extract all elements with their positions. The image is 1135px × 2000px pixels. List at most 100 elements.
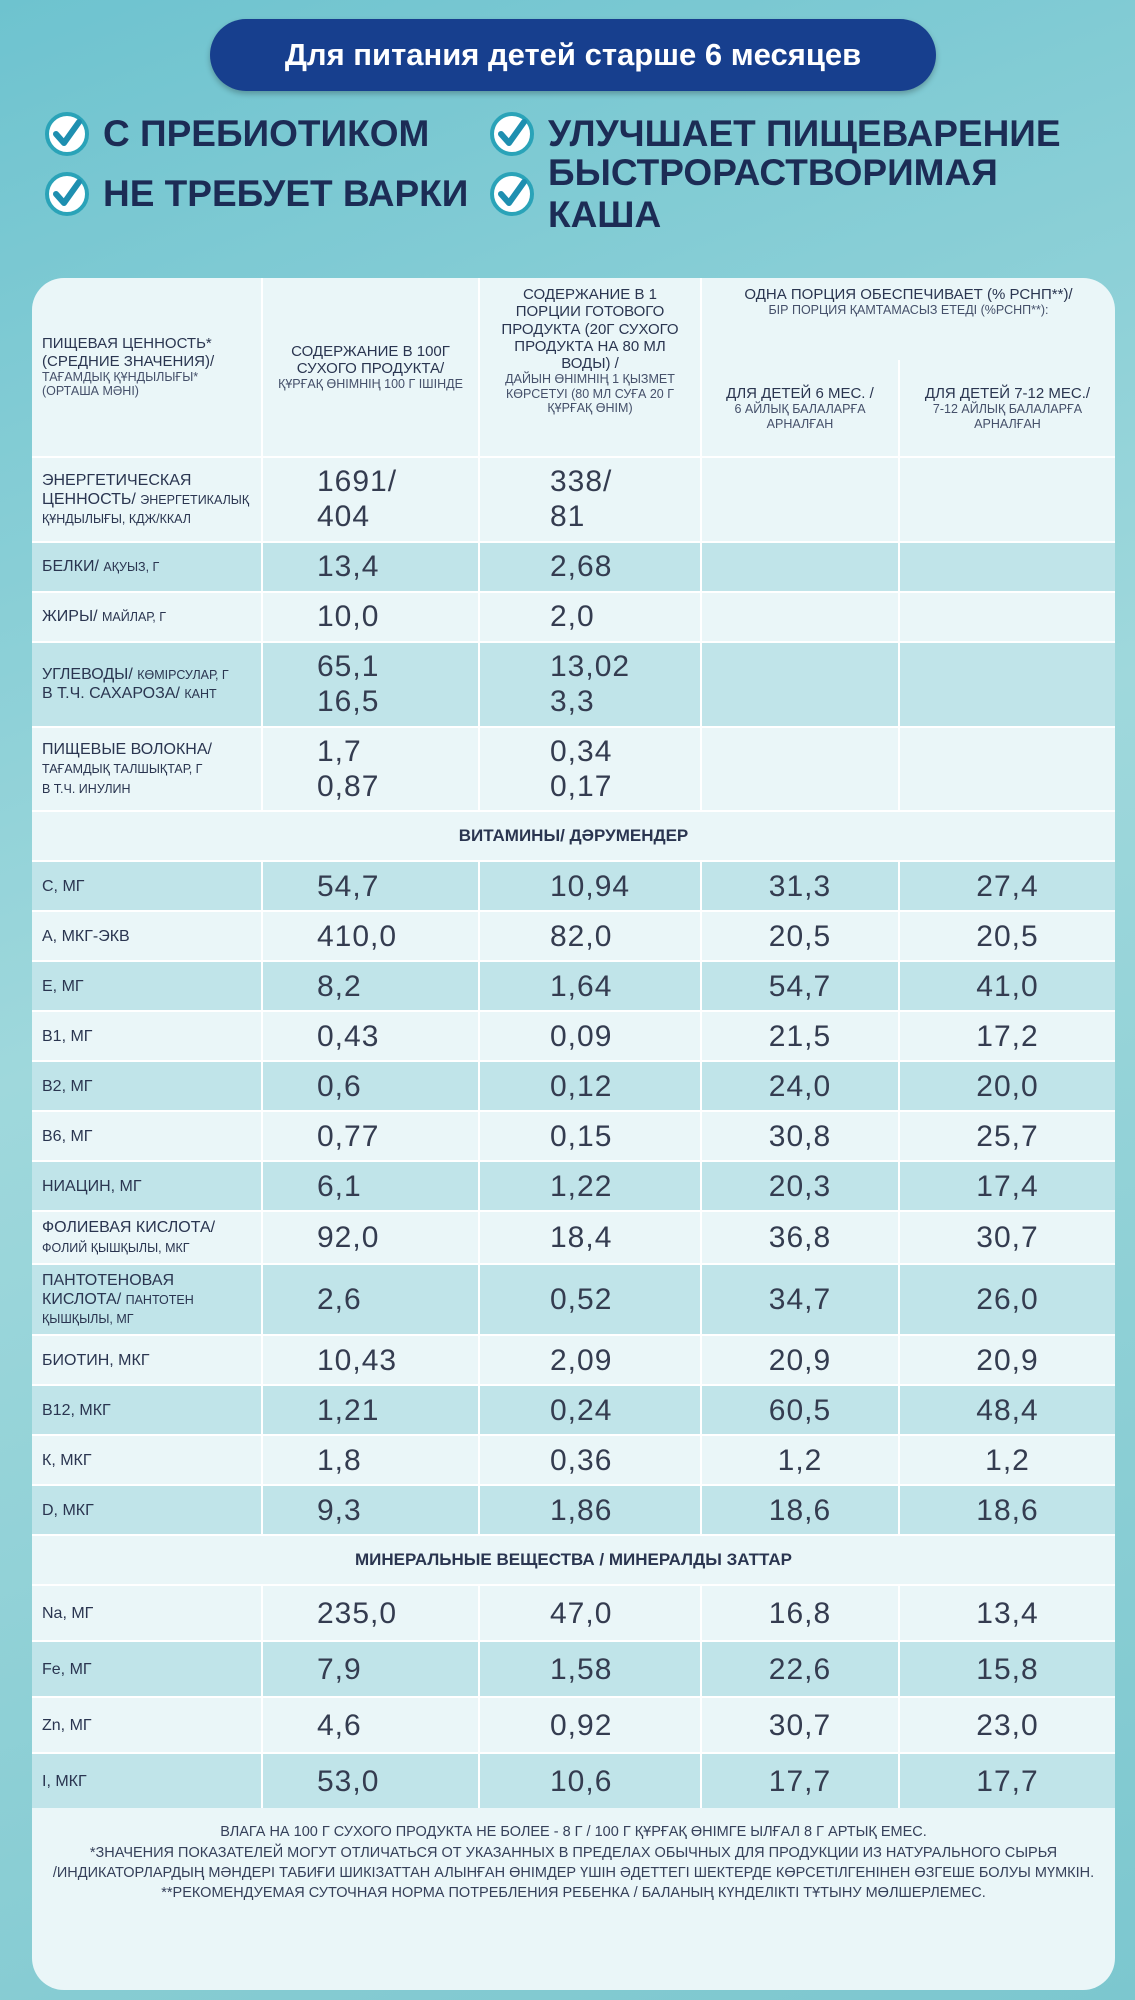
value: 8,2 bbox=[317, 969, 362, 1003]
value: 0,43 bbox=[317, 1019, 380, 1053]
label-cell: А, МКГ-ЭКВ bbox=[32, 912, 261, 960]
table-row: В12, МКГ 1,21 0,24 60,5 48,4 bbox=[32, 1384, 1115, 1435]
label-cell: I, МКГ bbox=[32, 1754, 261, 1808]
value-cell: 48,4 bbox=[898, 1386, 1115, 1435]
label-ru: В2, МГ bbox=[42, 1077, 93, 1095]
value-cell: 2,0 bbox=[478, 592, 700, 641]
value: 6,1 bbox=[317, 1169, 362, 1203]
value: 10,6 bbox=[550, 1764, 613, 1798]
header-title-kz: 7-12 АЙЛЫҚ БАЛАЛАРҒА АРНАЛҒАН bbox=[932, 402, 1083, 431]
value-cell: 1691/ 404 bbox=[261, 458, 478, 541]
value: 0,92 bbox=[550, 1708, 613, 1742]
row-label: ПИЩЕВЫЕ ВОЛОКНА/ ТАҒАМДЫҚ ТАЛШЫҚТАР, Г bbox=[42, 740, 251, 778]
value: 2,0 bbox=[550, 600, 595, 634]
footnote: **РЕКОМЕНДУЕМАЯ СУТОЧНАЯ НОРМА ПОТРЕБЛЕН… bbox=[161, 1885, 986, 1902]
value: 53,0 bbox=[317, 1764, 380, 1798]
value: 0,12 bbox=[550, 1069, 613, 1103]
value-cell bbox=[898, 727, 1115, 811]
row-label: В12, МКГ bbox=[42, 1401, 251, 1420]
label-cell: БЕЛКИ/ АҚУЫЗ, Г bbox=[32, 543, 261, 591]
value-cell: 1,2 bbox=[898, 1436, 1115, 1485]
value-cell: 41,0 bbox=[898, 962, 1115, 1011]
col-header: ДЛЯ ДЕТЕЙ 7-12 МЕС./7-12 АЙЛЫҚ БАЛАЛАРҒА… bbox=[898, 360, 1115, 456]
value-cell: 16,8 bbox=[700, 1586, 898, 1641]
row-label: УГЛЕВОДЫ/ КӨМІРСУЛАР, Г bbox=[42, 665, 251, 684]
label-cell: ПИЩЕВЫЕ ВОЛОКНА/ ТАҒАМДЫҚ ТАЛШЫҚТАР, Г В… bbox=[32, 728, 261, 811]
value-cell: 53,0 bbox=[261, 1754, 478, 1809]
value: 22,6 bbox=[768, 1652, 832, 1686]
row-label: ЭНЕРГЕТИЧЕСКАЯ ЦЕННОСТЬ/ ЭНЕРГЕТИКАЛЫҚ Қ… bbox=[42, 471, 251, 529]
label-cell: ЖИРЫ/ МАЙЛАР, Г bbox=[32, 593, 261, 641]
value-cell: 10,0 bbox=[261, 592, 478, 641]
value-cell: 1,7 0,87 bbox=[261, 727, 478, 811]
footnotes: ВЛАГА НА 100 Г СУХОГО ПРОДУКТА НЕ БОЛЕЕ … bbox=[32, 1808, 1115, 1903]
label-ru: А, МКГ-ЭКВ bbox=[42, 927, 130, 945]
value-cell: 1,8 bbox=[261, 1436, 478, 1485]
value-cell: 20,9 bbox=[898, 1336, 1115, 1385]
feature: С ПРЕБИОТИКОМ bbox=[45, 108, 490, 160]
value-cell: 18,6 bbox=[700, 1486, 898, 1535]
value: 27,4 bbox=[976, 869, 1039, 903]
check-icon bbox=[45, 172, 89, 216]
value: 36,8 bbox=[768, 1220, 832, 1254]
value: 0,36 bbox=[550, 1443, 613, 1477]
value-cell: 10,94 bbox=[478, 862, 700, 911]
value: 20,3 bbox=[768, 1169, 832, 1203]
value-cell: 1,86 bbox=[478, 1486, 700, 1535]
value: 0,24 bbox=[550, 1393, 613, 1427]
value: 48,4 bbox=[976, 1393, 1039, 1427]
value: 54,7 bbox=[317, 869, 380, 903]
label-cell: Zn, МГ bbox=[32, 1698, 261, 1752]
value-cell: 0,52 bbox=[478, 1264, 700, 1335]
value: 17,7 bbox=[976, 1764, 1039, 1798]
label-ru: УГЛЕВОДЫ/ bbox=[42, 665, 133, 683]
value-cell: 17,7 bbox=[898, 1754, 1115, 1809]
label-kz: АҚУЫЗ, Г bbox=[103, 560, 160, 575]
value-cell: 13,4 bbox=[261, 542, 478, 591]
value-cell: 25,7 bbox=[898, 1112, 1115, 1161]
table-row: К, МКГ 1,8 0,36 1,2 1,2 bbox=[32, 1434, 1115, 1485]
value-cell: 2,6 bbox=[261, 1264, 478, 1335]
label-cell: Е, МГ bbox=[32, 962, 261, 1010]
label-cell: С, МГ bbox=[32, 862, 261, 910]
value-cell bbox=[898, 458, 1115, 541]
label-kz: МАЙЛАР, Г bbox=[102, 610, 166, 625]
value-cell: 15,8 bbox=[898, 1642, 1115, 1697]
row-label: В1, МГ bbox=[42, 1027, 251, 1046]
value: 13,4 bbox=[976, 1596, 1039, 1630]
header-title: СОДЕРЖАНИЕ В 100Г СУХОГО ПРОДУКТА/ bbox=[291, 342, 450, 377]
value-cell: 0,15 bbox=[478, 1112, 700, 1161]
value-cell: 21,5 bbox=[700, 1012, 898, 1061]
label-ru: С, МГ bbox=[42, 877, 85, 895]
label-ru: ПАНТОТЕНОВАЯ КИСЛОТА/ bbox=[42, 1271, 175, 1308]
value: 1,22 bbox=[550, 1169, 613, 1203]
row-label: В2, МГ bbox=[42, 1077, 251, 1096]
label-cell: Na, МГ bbox=[32, 1586, 261, 1640]
value-cell: 1,2 bbox=[700, 1436, 898, 1485]
value-cell: 34,7 bbox=[700, 1264, 898, 1335]
table-header: ПИЩЕВАЯ ЦЕННОСТЬ* (СРЕДНИЕ ЗНАЧЕНИЯ)/ТАҒ… bbox=[32, 278, 1115, 456]
value-cell: 10,6 bbox=[478, 1754, 700, 1809]
value: 20,5 bbox=[768, 919, 832, 953]
value: 1,21 bbox=[317, 1393, 380, 1427]
col-header: ПИЩЕВАЯ ЦЕННОСТЬ* (СРЕДНИЕ ЗНАЧЕНИЯ)/ТАҒ… bbox=[32, 278, 261, 456]
value: 30,7 bbox=[768, 1708, 832, 1742]
value-cell: 4,6 bbox=[261, 1698, 478, 1753]
value-cell: 30,7 bbox=[898, 1212, 1115, 1263]
value: 65,1 bbox=[317, 649, 380, 683]
label-cell: ЭНЕРГЕТИЧЕСКАЯ ЦЕННОСТЬ/ ЭНЕРГЕТИКАЛЫҚ Қ… bbox=[32, 458, 261, 541]
table-row: I, МКГ 53,0 10,6 17,7 17,7 bbox=[32, 1752, 1115, 1809]
value-cell: 17,2 bbox=[898, 1012, 1115, 1061]
value: 17,2 bbox=[976, 1019, 1039, 1053]
value: 20,0 bbox=[976, 1069, 1039, 1103]
value: 338/ 81 bbox=[550, 465, 613, 534]
value-cell: 20,5 bbox=[898, 912, 1115, 961]
row-label: БЕЛКИ/ АҚУЫЗ, Г bbox=[42, 557, 251, 576]
value-cell: 0,43 bbox=[261, 1012, 478, 1061]
label-cell: ПАНТОТЕНОВАЯ КИСЛОТА/ ПАНТОТЕН ҚЫШҚЫЛЫ, … bbox=[32, 1265, 261, 1335]
value-cell: 10,43 bbox=[261, 1336, 478, 1385]
row-label: ПАНТОТЕНОВАЯ КИСЛОТА/ ПАНТОТЕН ҚЫШҚЫЛЫ, … bbox=[42, 1271, 251, 1329]
row-label: Fe, МГ bbox=[42, 1660, 251, 1679]
label-ru: Е, МГ bbox=[42, 977, 84, 995]
